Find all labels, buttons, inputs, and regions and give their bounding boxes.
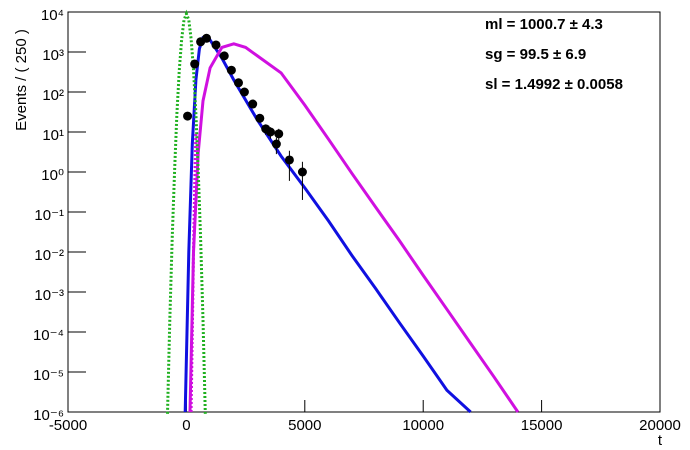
x-tick-label: -5000 — [49, 417, 87, 434]
y-tick-label: 10⁻² — [34, 247, 64, 264]
data-point — [219, 51, 229, 61]
data-point — [226, 65, 236, 75]
frame — [67, 11, 661, 413]
y-tick-label: 10⁻³ — [34, 287, 64, 304]
data-point — [284, 155, 294, 165]
x-axis-label: t — [658, 432, 663, 449]
y-tick-label: 10⁻¹ — [34, 207, 64, 224]
y-tick-label: 10³ — [42, 47, 64, 64]
y-axis-label: Events / ( 250 ) — [13, 29, 30, 131]
x-tick-label: 5000 — [288, 417, 321, 434]
y-tick-label: 10⁰ — [41, 167, 64, 184]
data-point — [271, 139, 281, 149]
y-tick-label: 10⁴ — [41, 7, 64, 24]
curve — [188, 42, 520, 413]
data-point — [239, 87, 249, 97]
stat-text: ml = 1000.7 ± 4.3 — [485, 16, 603, 33]
y-tick-label: 10⁻⁶ — [33, 407, 64, 424]
data-point — [233, 78, 243, 88]
data-point — [190, 59, 200, 69]
x-tick-label: 15000 — [521, 417, 563, 434]
data-point — [211, 40, 221, 50]
data-point — [202, 33, 212, 43]
data-point — [248, 99, 258, 109]
curve — [189, 131, 198, 413]
x-tick-label: 0 — [182, 417, 190, 434]
data-point — [183, 111, 193, 121]
curve — [166, 9, 207, 414]
y-tick-label: 10² — [42, 87, 64, 104]
x-tick-label: 10000 — [402, 417, 444, 434]
data-point — [274, 129, 284, 139]
stat-text: sg = 99.5 ± 6.9 — [485, 46, 586, 63]
y-tick-label: 10¹ — [42, 127, 64, 144]
stat-text: sl = 1.4992 ± 0.0058 — [485, 76, 623, 93]
data-point — [297, 167, 307, 177]
y-tick-label: 10⁻⁵ — [33, 367, 64, 384]
data-point — [265, 127, 275, 137]
data-point — [255, 113, 265, 123]
y-tick-label: 10⁻⁴ — [33, 327, 64, 344]
x-tick-label: 20000 — [639, 417, 681, 434]
curve — [183, 34, 472, 414]
